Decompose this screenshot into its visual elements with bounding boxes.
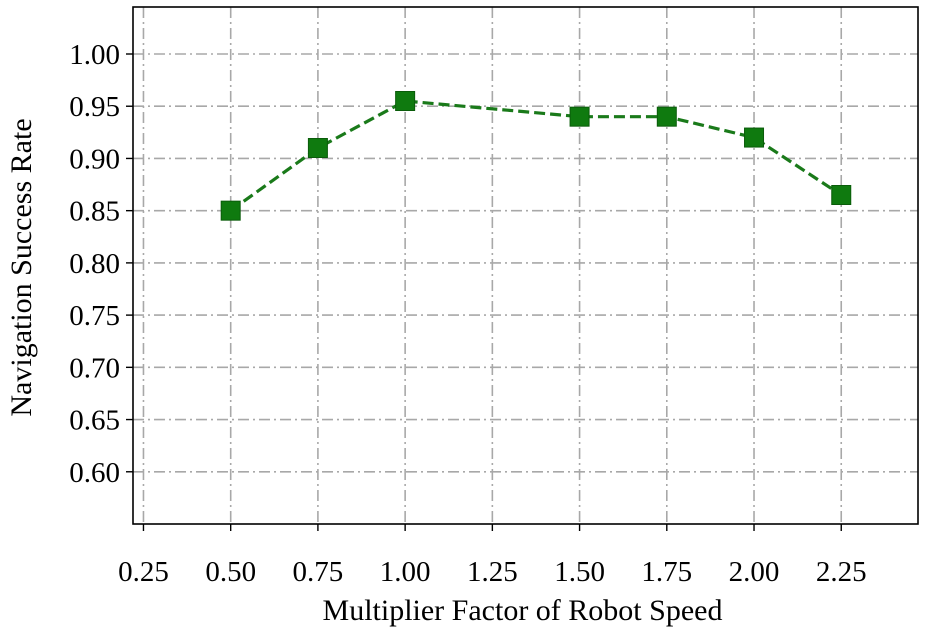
y-tick-label: 1.00 xyxy=(69,39,120,71)
x-axis-label: Multiplier Factor of Robot Speed xyxy=(323,594,723,627)
y-tick-label: 0.90 xyxy=(69,143,120,175)
x-tick-label: 1.25 xyxy=(467,556,518,588)
y-tick-label: 0.80 xyxy=(69,248,120,280)
plot-frame xyxy=(132,6,919,525)
x-tick-label: 2.00 xyxy=(729,556,780,588)
series-layer xyxy=(220,91,852,221)
data-point-marker xyxy=(744,127,765,148)
axis-ticks xyxy=(126,53,842,531)
data-point-marker xyxy=(656,106,677,127)
data-point-marker xyxy=(569,106,590,127)
y-tick-label: 0.95 xyxy=(69,91,120,123)
x-tick-label: 1.50 xyxy=(554,556,605,588)
y-axis-label: Navigation Success Rate xyxy=(5,118,38,416)
y-tick-label: 0.85 xyxy=(69,196,120,228)
y-tick-label: 0.65 xyxy=(69,405,120,437)
x-tick-label: 0.75 xyxy=(293,556,344,588)
y-tick-label: 0.75 xyxy=(69,300,120,332)
x-tick-label: 0.25 xyxy=(118,556,169,588)
data-point-marker xyxy=(220,200,241,221)
x-tick-label: 2.25 xyxy=(816,556,867,588)
x-tick-label: 1.75 xyxy=(641,556,692,588)
x-tick-label: 1.00 xyxy=(380,556,431,588)
x-tick-label: 0.50 xyxy=(205,556,256,588)
y-tick-label: 0.60 xyxy=(69,457,120,489)
data-point-marker xyxy=(395,91,416,111)
grid-lines xyxy=(133,7,918,524)
data-point-marker xyxy=(831,185,852,205)
y-tick-label: 0.70 xyxy=(69,352,120,384)
data-point-marker xyxy=(307,138,328,158)
